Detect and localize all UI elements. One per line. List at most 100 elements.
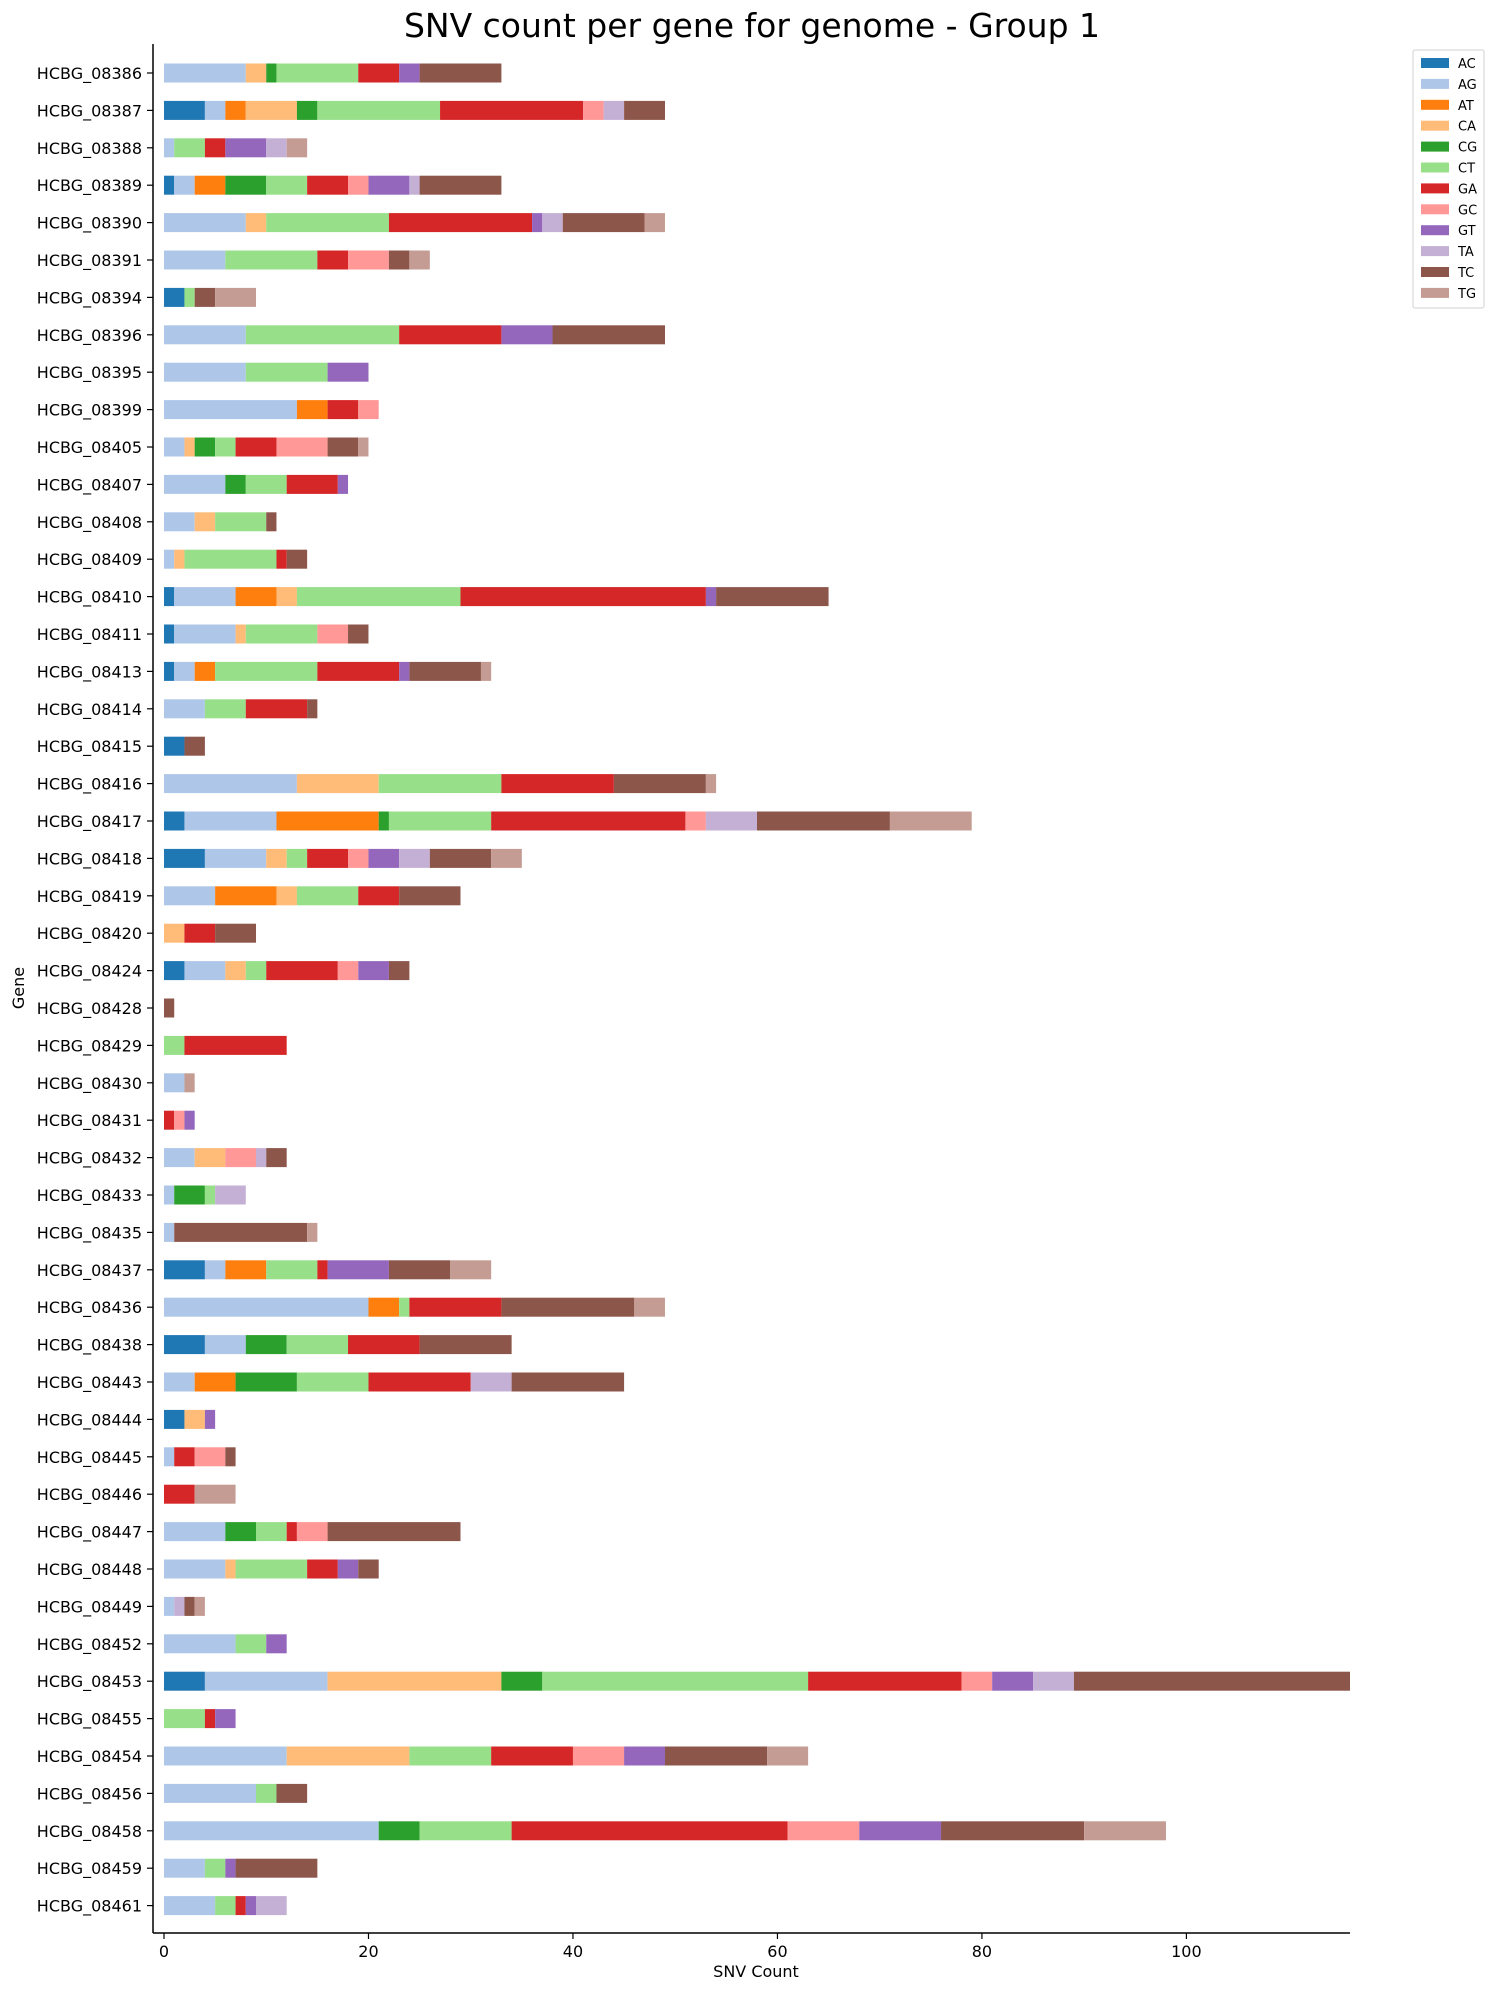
bar-segment-tg-hcbg_08436 [634, 1297, 665, 1317]
bar-segment-at-hcbg_08437 [225, 1260, 267, 1280]
bar-segment-at-hcbg_08399 [296, 400, 328, 420]
bar-segment-gc-hcbg_08432 [225, 1148, 257, 1168]
legend: AC AG AT CA CG CT GA GC GT TA TC TG [1412, 49, 1485, 309]
x-tick-label: 20 [358, 1942, 378, 1961]
bar-segment-ct-hcbg_08443 [296, 1372, 369, 1392]
bar-segment-gt-hcbg_08453 [992, 1671, 1034, 1691]
legend-swatch-gc [1421, 204, 1449, 215]
bar-segment-ta-hcbg_08449 [174, 1596, 185, 1616]
bar-segment-ag-hcbg_08447 [164, 1522, 226, 1542]
bar-segment-ca-hcbg_08420 [164, 923, 185, 943]
y-tick-label: HCBG_08420 [37, 924, 142, 944]
bar-segment-ca-hcbg_08408 [194, 512, 216, 532]
bar-segment-ac-hcbg_08410 [164, 587, 175, 607]
x-tick-label: 80 [972, 1942, 992, 1961]
legend-swatch-gt [1421, 225, 1449, 236]
y-tick-label: HCBG_08405 [37, 438, 142, 458]
bar-segment-ag-hcbg_08408 [164, 512, 195, 532]
bar-segment-ct-hcbg_08418 [286, 848, 308, 868]
y-tick-label: HCBG_08433 [37, 1186, 142, 1206]
y-tick-label: HCBG_08449 [37, 1597, 142, 1617]
y-tick-label: HCBG_08390 [37, 214, 142, 234]
bar-segment-ga-hcbg_08413 [317, 661, 400, 681]
bar-segment-tc-hcbg_08391 [388, 250, 410, 270]
y-tick-label: HCBG_08452 [37, 1635, 142, 1655]
bar-segment-gt-hcbg_08386 [399, 63, 420, 83]
bar-segment-tg-hcbg_08430 [184, 1073, 195, 1093]
bar-segment-ct-hcbg_08405 [215, 437, 236, 457]
y-tick-label: HCBG_08456 [37, 1784, 142, 1804]
bar-segment-cg-hcbg_08387 [296, 100, 318, 120]
bar-segment-tg-hcbg_08391 [409, 250, 430, 270]
legend-label-gt: GT [1458, 224, 1476, 239]
bar-segment-ag-hcbg_08396 [164, 325, 246, 345]
bar-segment-ac-hcbg_08415 [164, 736, 185, 756]
bar-segment-tc-hcbg_08387 [624, 100, 665, 120]
bar-segment-tc-hcbg_08428 [164, 998, 175, 1018]
bar-segment-tc-hcbg_08386 [419, 63, 502, 83]
bar-segment-tg-hcbg_08405 [358, 437, 369, 457]
bar-segment-ca-hcbg_08418 [266, 848, 287, 868]
bar-segment-ga-hcbg_08418 [307, 848, 349, 868]
bar-segment-ca-hcbg_08410 [276, 587, 297, 607]
bar-segment-ag-hcbg_08388 [164, 138, 175, 158]
bar-segment-ag-hcbg_08432 [164, 1148, 195, 1168]
legend-label-ga: GA [1458, 182, 1477, 197]
bar-segment-tc-hcbg_08418 [429, 848, 492, 868]
bar-segment-tc-hcbg_08389 [419, 175, 502, 195]
x-tick-label: 60 [767, 1942, 787, 1961]
bar-segment-tg-hcbg_08416 [705, 774, 717, 794]
bar-segment-gt-hcbg_08407 [337, 474, 349, 494]
x-tick-label: 0 [159, 1942, 169, 1961]
bar-segment-ag-hcbg_08424 [184, 961, 226, 981]
bar-segment-ag-hcbg_08456 [164, 1783, 257, 1803]
bar-segment-ga-hcbg_08445 [174, 1447, 195, 1467]
bar-segment-tg-hcbg_08435 [307, 1222, 318, 1242]
bar-segment-ag-hcbg_08416 [164, 774, 297, 794]
y-tick-label: HCBG_08419 [37, 887, 142, 907]
bar-segment-tg-hcbg_08388 [286, 138, 308, 158]
bar-segment-ag-hcbg_08436 [164, 1297, 369, 1317]
y-tick-label: HCBG_08443 [37, 1373, 142, 1393]
bar-segment-ct-hcbg_08413 [215, 661, 318, 681]
bar-segment-ag-hcbg_08443 [164, 1372, 195, 1392]
bar-segment-ca-hcbg_08419 [276, 886, 297, 906]
bar-segment-ca-hcbg_08453 [327, 1671, 502, 1691]
bar-segment-ct-hcbg_08456 [256, 1783, 277, 1803]
bar-segment-ga-hcbg_08410 [460, 587, 706, 607]
y-tick-label: HCBG_08388 [37, 139, 142, 159]
bar-segment-ta-hcbg_08443 [470, 1372, 512, 1392]
bar-segment-ag-hcbg_08413 [174, 661, 195, 681]
bar-segment-cg-hcbg_08405 [194, 437, 216, 457]
bar-segment-ag-hcbg_08410 [174, 587, 236, 607]
bar-segment-cg-hcbg_08447 [225, 1522, 257, 1542]
bar-segment-ga-hcbg_08448 [307, 1559, 338, 1579]
bar-segment-tc-hcbg_08394 [194, 287, 216, 307]
bar-segment-tc-hcbg_08409 [286, 549, 308, 569]
y-tick-label: HCBG_08409 [37, 550, 142, 570]
bar-segment-ag-hcbg_08411 [174, 624, 236, 644]
bar-segment-gt-hcbg_08413 [399, 661, 410, 681]
bar-segment-tc-hcbg_08396 [552, 325, 665, 345]
bar-segment-ag-hcbg_08399 [164, 400, 297, 420]
bar-segment-ag-hcbg_08449 [164, 1596, 175, 1616]
bar-segment-cg-hcbg_08407 [225, 474, 246, 494]
legend-swatch-ag [1421, 78, 1449, 89]
bar-segment-ga-hcbg_08416 [501, 774, 614, 794]
bar-segment-ag-hcbg_08418 [204, 848, 267, 868]
bar-segment-ct-hcbg_08396 [245, 325, 400, 345]
bar-segment-ct-hcbg_08387 [317, 100, 441, 120]
bar-segment-ga-hcbg_08443 [368, 1372, 471, 1392]
bar-segment-ag-hcbg_08459 [164, 1858, 205, 1878]
bar-segment-ag-hcbg_08386 [164, 63, 246, 83]
bar-segment-ac-hcbg_08438 [164, 1335, 205, 1355]
bar-segment-ca-hcbg_08409 [174, 549, 185, 569]
bar-segment-ag-hcbg_08387 [204, 100, 226, 120]
bar-segment-ct-hcbg_08390 [266, 213, 389, 233]
bar-segment-ct-hcbg_08458 [419, 1821, 512, 1841]
bar-segment-tc-hcbg_08419 [399, 886, 461, 906]
bar-segment-ca-hcbg_08387 [245, 100, 297, 120]
y-tick-label: HCBG_08447 [37, 1523, 142, 1543]
y-tick-label: HCBG_08430 [37, 1074, 142, 1094]
